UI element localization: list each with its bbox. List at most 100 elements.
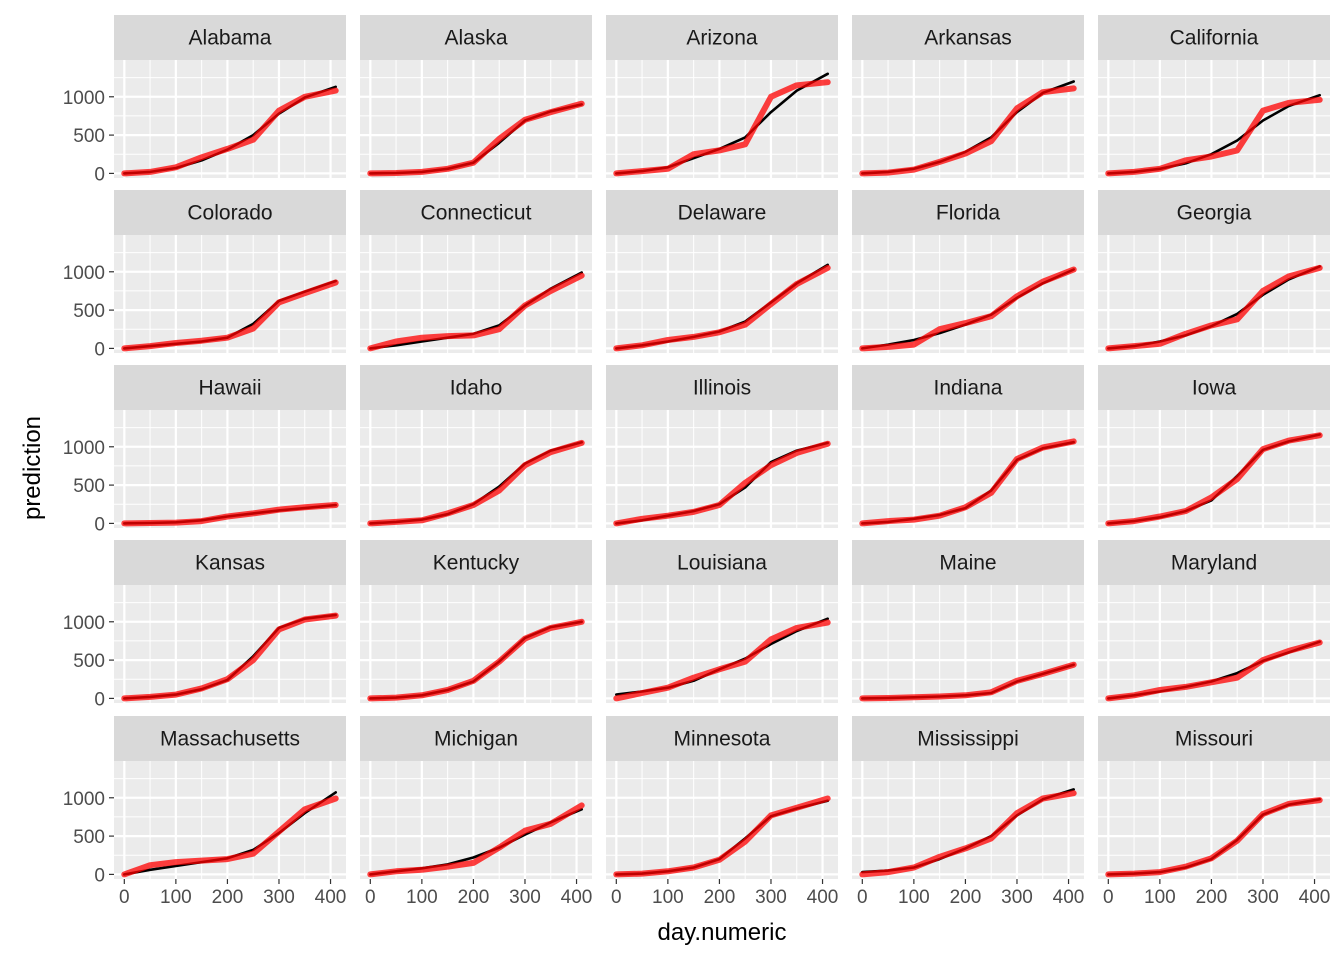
- series-line-observed: [613, 79, 831, 177]
- facet-panel: Connecticut: [360, 190, 592, 353]
- series-line-observed: [859, 790, 1077, 878]
- x-tick-label: 0: [611, 887, 622, 908]
- facet-strip: [114, 365, 346, 410]
- facet-strip: [1098, 15, 1330, 60]
- y-tick-label: 500: [73, 651, 105, 672]
- facet-strip-label: Idaho: [450, 377, 503, 400]
- panel-background: [1098, 410, 1330, 528]
- facet-strip-label: Maine: [939, 552, 996, 575]
- series-line-observed: [859, 661, 1077, 702]
- panel-background: [852, 585, 1084, 703]
- panel-background: [114, 585, 346, 703]
- y-tick-label: 0: [94, 514, 105, 535]
- x-tick-label: 200: [950, 887, 982, 908]
- series-line-observed: [613, 264, 831, 352]
- y-tick-label: 0: [94, 339, 105, 360]
- x-tick-label: 300: [755, 887, 787, 908]
- facet-strip-label: Alabama: [189, 27, 272, 50]
- x-tick-label: 200: [704, 887, 736, 908]
- facet-strip-label: Minnesota: [674, 728, 771, 751]
- panel-background: [114, 60, 346, 178]
- series-line-observed: [121, 87, 339, 177]
- x-tick-label: 400: [1299, 887, 1331, 908]
- series-line-observed: [367, 272, 585, 352]
- facet-strip-label: Missouri: [1175, 728, 1253, 751]
- facet-strip-label: Louisiana: [677, 552, 767, 575]
- series-line-observed: [613, 440, 831, 527]
- facet-strip: [114, 15, 346, 60]
- series-line-observed: [367, 439, 585, 527]
- facet-strip-label: Arkansas: [924, 27, 1012, 50]
- facet-strip-label: Massachusetts: [160, 728, 300, 751]
- facet-strip: [360, 540, 592, 585]
- y-tick-label: 500: [73, 301, 105, 322]
- facet-strip-label: Indiana: [934, 377, 1003, 400]
- facet-strip: [360, 716, 592, 761]
- series-line-observed: [121, 795, 339, 878]
- y-tick-label: 0: [94, 164, 105, 185]
- facet-strip-label: Iowa: [1192, 377, 1237, 400]
- series-line-observed: [367, 618, 585, 702]
- panel-background: [360, 585, 592, 703]
- y-tick-label: 500: [73, 126, 105, 147]
- facet-strip-label: Illinois: [693, 377, 751, 400]
- x-tick-label: 300: [1001, 887, 1033, 908]
- panel-background: [606, 585, 838, 703]
- facet-strip: [606, 716, 838, 761]
- facet-panel: California: [1098, 15, 1330, 178]
- facet-strip: [114, 190, 346, 235]
- facet-strip: [360, 15, 592, 60]
- y-tick-label: 1000: [63, 263, 105, 284]
- panel-background: [852, 235, 1084, 353]
- series-line-observed: [121, 502, 339, 527]
- facet-panel: Minnesota 0 100 200 300 400: [606, 716, 838, 908]
- series-line-observed: [1105, 432, 1323, 527]
- y-axis-title: prediction: [19, 416, 46, 520]
- facet-panel: Indiana: [852, 365, 1084, 528]
- facet-panel: Arizona: [606, 15, 838, 178]
- facet-strip: [852, 540, 1084, 585]
- facet-panel: Louisiana: [606, 540, 838, 703]
- facet-panel: Florida: [852, 190, 1084, 353]
- facet-strip: [360, 190, 592, 235]
- facet-strip: [1098, 716, 1330, 761]
- series-line-observed: [1105, 639, 1323, 702]
- series-line-observed: [1105, 797, 1323, 878]
- y-tick-label: 1000: [63, 789, 105, 810]
- facet-strip: [852, 716, 1084, 761]
- x-tick-label: 300: [509, 887, 541, 908]
- facet-panel: Delaware: [606, 190, 838, 353]
- facet-strip-label: California: [1170, 27, 1259, 50]
- facet-strip: [114, 716, 346, 761]
- x-tick-label: 0: [365, 887, 376, 908]
- series-line-observed: [121, 279, 339, 352]
- series-line-observed: [367, 100, 585, 177]
- facet-strip: [606, 15, 838, 60]
- y-tick-label: 1000: [63, 438, 105, 459]
- panel-background: [606, 60, 838, 178]
- series-line-observed: [1105, 96, 1323, 177]
- series-line-observed: [613, 795, 831, 878]
- series-line-observed: [613, 619, 831, 702]
- series-line-observed: [859, 85, 1077, 177]
- facet-strip-label: Florida: [936, 202, 1001, 225]
- x-tick-label: 300: [1247, 887, 1279, 908]
- x-tick-label: 0: [1103, 887, 1114, 908]
- x-tick-label: 300: [263, 887, 295, 908]
- facet-strip: [114, 540, 346, 585]
- facet-panel: Illinois: [606, 365, 838, 528]
- facet-strip-label: Delaware: [678, 202, 767, 225]
- x-tick-label: 100: [1144, 887, 1176, 908]
- panel-background: [852, 761, 1084, 879]
- facet-strip: [606, 365, 838, 410]
- facet-strip-label: Mississippi: [917, 728, 1019, 751]
- x-tick-label: 400: [1053, 887, 1085, 908]
- y-tick-label: 500: [73, 827, 105, 848]
- facet-panel: Mississippi 0 100 200 300 400: [852, 716, 1084, 908]
- facet-strip: [606, 190, 838, 235]
- facet-strip-label: Maryland: [1171, 552, 1257, 575]
- series-line-observed: [859, 266, 1077, 352]
- facet-strip: [852, 15, 1084, 60]
